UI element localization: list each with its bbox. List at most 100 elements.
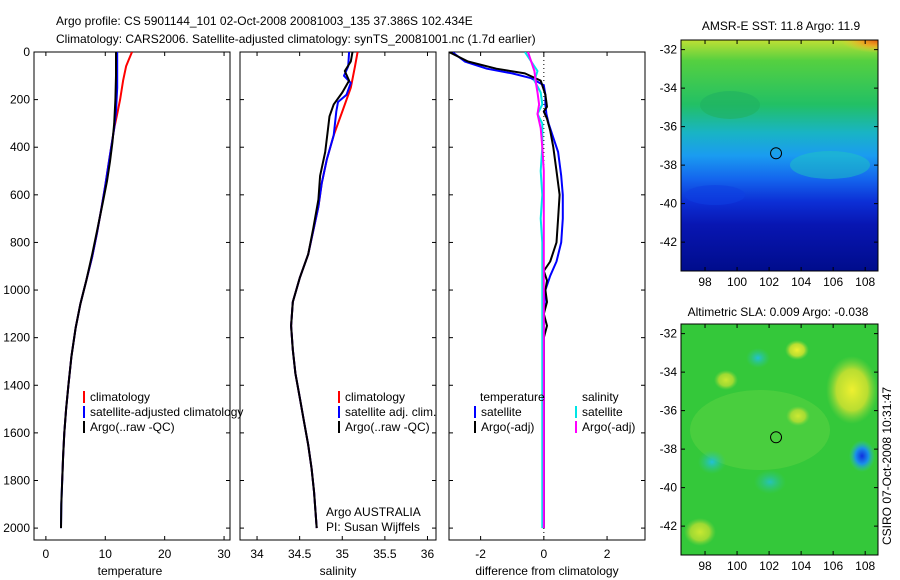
legend-sal-argo: Argo(-adj) [582, 420, 635, 434]
y-tick-label: -36 [660, 404, 678, 418]
series-line [290, 52, 354, 529]
x-tick-label: 2 [604, 547, 611, 561]
x-tick-label: 100 [727, 275, 747, 289]
x-tick-label: 106 [823, 559, 843, 573]
legend-salinity-title: salinity [582, 390, 619, 404]
y-tick-label: -42 [660, 519, 678, 533]
y-tick-label: -42 [660, 235, 678, 249]
x-tick-label: 102 [759, 559, 779, 573]
series-line [290, 52, 352, 529]
y-tick-label: 400 [10, 140, 30, 154]
legend-temperature-title: temperature [480, 390, 545, 404]
header-title-line2: Climatology: CARS2006. Satellite-adjuste… [56, 32, 536, 46]
header-title-line1: Argo profile: CS 5901144_101 02-Oct-2008… [56, 14, 473, 28]
sst-map [681, 40, 878, 271]
x-tick-label: -2 [475, 547, 486, 561]
x-tick-label: 98 [698, 559, 712, 573]
x-tick-label: 98 [698, 275, 712, 289]
legend-sal-satellite: satellite [582, 405, 623, 419]
y-tick-label: -32 [660, 43, 678, 57]
y-tick-label: -40 [660, 481, 678, 495]
y-tick-label: 0 [23, 45, 30, 59]
sst-eddy [685, 185, 745, 205]
x-tick-label: 36 [421, 547, 435, 561]
series-line [451, 52, 564, 529]
sst-eddy [790, 151, 870, 179]
sla-map-axes: 98 100 102 104 106 108 -32 -34 -36 -38 -40 -42 [660, 324, 878, 573]
x-tick-label: 30 [217, 547, 231, 561]
sst-map-title: AMSR-E SST: 11.8 Argo: 11.9 [702, 19, 861, 33]
difference-panel-frame [448, 51, 646, 541]
y-tick-label: -34 [660, 365, 678, 379]
x-tick-label: 102 [759, 275, 779, 289]
y-tick-label: 1800 [3, 473, 30, 487]
legend-climatology: climatology [90, 390, 150, 404]
sla-anomaly [826, 356, 878, 424]
y-tick-label: 200 [10, 93, 30, 107]
x-tick-label: 34 [250, 547, 264, 561]
y-tick-label: -32 [660, 327, 678, 341]
x-tick-label: 104 [791, 559, 811, 573]
sst-map-frame [680, 39, 879, 272]
y-tick-label: 1200 [3, 331, 30, 345]
argo-australia-label: Argo AUSTRALIA [326, 505, 421, 519]
legend-climatology: climatology [345, 390, 405, 404]
sla-anomaly [746, 348, 770, 368]
y-tick-label: -38 [660, 442, 678, 456]
x-tick-label: 108 [855, 559, 875, 573]
temperature-series [60, 52, 133, 529]
y-tick-label: -34 [660, 81, 678, 95]
y-tick-label: 2000 [3, 521, 30, 535]
y-tick-label: 1400 [3, 378, 30, 392]
difference-xlabel: difference from climatology [475, 564, 618, 578]
legend-satellite-adj: satellite adj. clim. [345, 405, 436, 419]
x-tick-label: 35.5 [373, 547, 397, 561]
y-tick-label: 600 [10, 188, 30, 202]
y-tick-label: -38 [660, 158, 678, 172]
pi-label: PI: Susan Wijffels [326, 520, 420, 534]
series-line [60, 52, 117, 529]
difference-series [449, 52, 564, 529]
sla-map [681, 324, 878, 555]
series-line [60, 52, 119, 529]
sst-map-axes: 98 100 102 104 106 108 -32 -34 -36 -38 -40 -42 [660, 40, 878, 289]
sla-anomaly [684, 518, 716, 546]
legend-temp-satellite: satellite [481, 405, 522, 419]
y-tick-label: -36 [660, 120, 678, 134]
salinity-panel-frame [239, 51, 437, 541]
temperature-legend: climatology satellite-adjusted climatolo… [83, 390, 243, 434]
y-tick-label: 800 [10, 235, 30, 249]
y-tick-label: -40 [660, 197, 678, 211]
sla-anomaly [754, 470, 786, 494]
salinity-xlabel: salinity [320, 564, 357, 578]
x-tick-label: 0 [43, 547, 50, 561]
argo-location-marker [770, 147, 783, 160]
csiro-timestamp: CSIRO 07-Oct-2008 10:31:47 [880, 387, 894, 545]
legend-satellite-adjusted: satellite-adjusted climatology [90, 405, 243, 419]
x-tick-label: 106 [823, 275, 843, 289]
depth-axis-labels: 0 200 400 600 800 1000 1200 1400 1600 1800 2000 [3, 45, 30, 535]
series-line [527, 52, 545, 529]
sla-anomaly [698, 450, 726, 474]
x-tick-label: 10 [99, 547, 113, 561]
sst-warm-patch [760, 40, 878, 80]
sla-map-title: Altimetric SLA: 0.009 Argo: -0.038 [688, 305, 869, 319]
sst-eddy [700, 91, 760, 119]
temperature-xlabel: temperature [98, 564, 163, 578]
y-tick-label: 1000 [3, 283, 30, 297]
sla-anomaly [785, 340, 809, 360]
axis-ticks: 0 10 20 30 34 34.5 35 35.5 36 -2 0 2 [34, 51, 645, 561]
sla-anomaly [714, 370, 738, 390]
x-tick-label: 34.5 [288, 547, 312, 561]
x-tick-label: 35 [336, 547, 350, 561]
difference-legend: temperature satellite Argo(-adj) salinit… [474, 390, 635, 434]
argo-location-marker [770, 431, 783, 444]
series-line [290, 52, 359, 529]
salinity-legend: climatology satellite adj. clim. Argo(..… [326, 390, 436, 534]
sla-anomaly [849, 440, 875, 472]
x-tick-label: 104 [791, 275, 811, 289]
legend-argo-raw: Argo(..raw -QC) [345, 420, 430, 434]
series-line [449, 52, 561, 529]
salinity-series [290, 52, 359, 529]
